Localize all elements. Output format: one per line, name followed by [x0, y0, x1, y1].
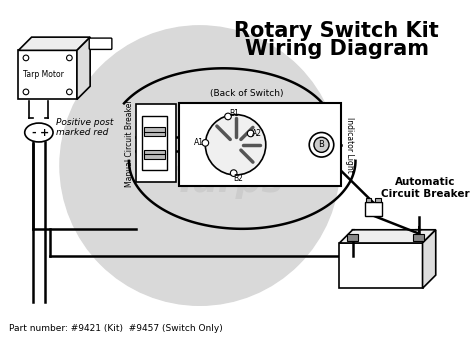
Circle shape — [66, 89, 72, 95]
Bar — [375, 198, 381, 202]
Text: Tarp Motor: Tarp Motor — [23, 70, 64, 79]
Text: Carolina: Carolina — [136, 139, 278, 168]
Bar — [144, 149, 165, 159]
Text: -: - — [31, 127, 36, 138]
Circle shape — [309, 133, 334, 157]
Ellipse shape — [25, 123, 53, 142]
Text: Positive post
marked red: Positive post marked red — [56, 118, 113, 138]
Text: Tarps: Tarps — [173, 164, 283, 198]
Bar — [413, 233, 424, 241]
Bar — [144, 127, 165, 136]
Bar — [137, 104, 176, 182]
Text: (Back of Switch): (Back of Switch) — [210, 89, 284, 98]
Text: Part number: #9421 (Kit)  #9457 (Switch Only): Part number: #9421 (Kit) #9457 (Switch O… — [9, 324, 223, 333]
Circle shape — [66, 55, 72, 61]
Bar — [179, 103, 341, 186]
FancyBboxPatch shape — [89, 38, 112, 49]
Text: A2: A2 — [252, 129, 262, 138]
Bar — [142, 116, 167, 170]
Circle shape — [247, 130, 254, 137]
Text: A1: A1 — [194, 138, 204, 147]
Polygon shape — [77, 37, 90, 99]
Text: Manual Circuit Breaker: Manual Circuit Breaker — [125, 99, 134, 187]
Text: Automatic
Circuit Breaker: Automatic Circuit Breaker — [381, 177, 469, 199]
Circle shape — [205, 114, 266, 175]
Text: -: - — [350, 225, 355, 235]
Polygon shape — [18, 37, 90, 50]
Text: +: + — [40, 127, 49, 138]
Polygon shape — [422, 230, 436, 288]
Text: B: B — [319, 140, 324, 149]
Circle shape — [60, 26, 339, 305]
Circle shape — [314, 137, 329, 152]
Bar — [347, 233, 358, 241]
Circle shape — [230, 170, 237, 176]
Bar — [365, 202, 382, 216]
Circle shape — [202, 140, 209, 146]
Polygon shape — [339, 230, 436, 243]
Text: B1: B1 — [230, 109, 239, 118]
Text: B2: B2 — [234, 174, 243, 183]
Text: +: + — [414, 225, 423, 235]
Bar — [18, 50, 77, 99]
Circle shape — [23, 55, 29, 61]
Circle shape — [225, 113, 231, 120]
Text: Indicator Light: Indicator Light — [346, 117, 355, 173]
Bar — [365, 198, 371, 202]
Text: Rotary Switch Kit: Rotary Switch Kit — [234, 21, 439, 41]
Text: Wiring Diagram: Wiring Diagram — [245, 40, 428, 60]
Bar — [339, 243, 422, 288]
Circle shape — [23, 89, 29, 95]
